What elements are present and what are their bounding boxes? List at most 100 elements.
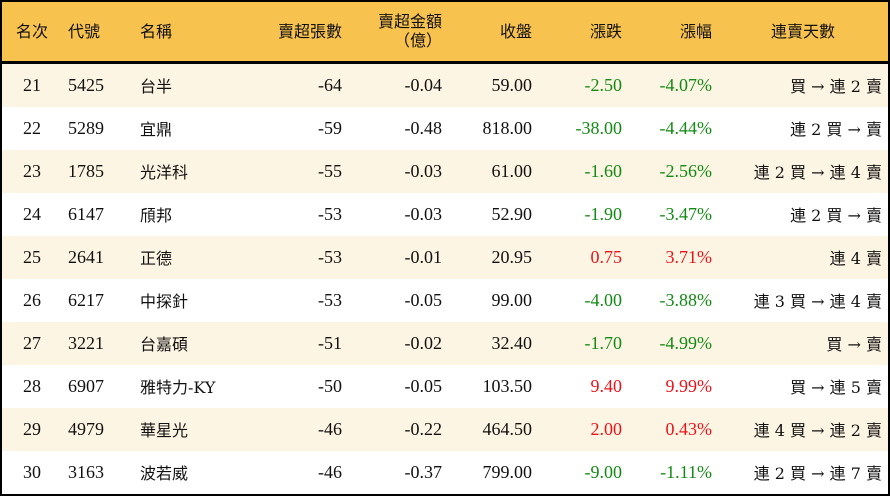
code-cell: 6907 bbox=[68, 375, 104, 396]
code-cell: 6147 bbox=[68, 203, 104, 224]
close-cell: 99.00 bbox=[491, 289, 533, 310]
code-cell: 5289 bbox=[68, 117, 104, 138]
change-cell: -38.00 bbox=[575, 117, 623, 138]
streak-cell: 連 3 買 → 連 4 賣 bbox=[753, 292, 882, 311]
close-cell: 59.00 bbox=[491, 74, 533, 95]
net-sell-amount-cell: -0.03 bbox=[404, 203, 443, 224]
header-code[interactable]: 代號 bbox=[68, 21, 101, 41]
name-cell: 正德 bbox=[140, 249, 173, 268]
change-cell: 0.75 bbox=[590, 246, 623, 267]
streak-cell: 連 2 買 → 賣 bbox=[790, 206, 882, 225]
table-row[interactable]: 24 6147 頎邦 -53 -0.03 52.90 -1.90 -3.47% 連 2 買 → … bbox=[2, 192, 888, 236]
rank-cell: 22 bbox=[23, 117, 41, 138]
header-change-pct[interactable]: 漲幅 bbox=[679, 21, 712, 41]
table-row[interactable]: 27 3221 台嘉碩 -51 -0.02 32.40 -1.70 -4.99% 買 → 賣 bbox=[2, 321, 888, 365]
net-sell-lots-cell: -53 bbox=[318, 289, 342, 310]
net-sell-lots-cell: -59 bbox=[318, 117, 342, 138]
header-change[interactable]: 漲跌 bbox=[589, 21, 622, 41]
rank-cell: 27 bbox=[23, 332, 41, 353]
net-sell-amount-cell: -0.01 bbox=[404, 246, 443, 267]
close-cell: 799.00 bbox=[482, 461, 533, 482]
change-pct-cell: -1.11% bbox=[660, 461, 712, 482]
streak-cell: 買 → 連 2 賣 bbox=[790, 77, 882, 96]
name-cell: 光洋科 bbox=[140, 163, 189, 182]
change-pct-cell: 3.71% bbox=[665, 246, 713, 267]
table-row[interactable]: 28 6907 雅特力-KY -50 -0.05 103.50 9.40 9.99% 買 → 連… bbox=[2, 364, 888, 408]
streak-cell: 連 2 買 → 賣 bbox=[790, 120, 882, 139]
code-cell: 1785 bbox=[68, 160, 104, 181]
streak-cell: 連 4 買 → 連 2 賣 bbox=[753, 421, 882, 440]
table-row[interactable]: 30 3163 波若威 -46 -0.37 799.00 -9.00 -1.11% 連 2 買 … bbox=[2, 450, 888, 494]
header-net-sell-amount-unit: （億） bbox=[393, 31, 442, 51]
change-cell: -4.00 bbox=[584, 289, 623, 310]
code-cell: 4979 bbox=[68, 418, 104, 439]
change-cell: 9.40 bbox=[590, 375, 623, 396]
rank-cell: 26 bbox=[23, 289, 41, 310]
net-sell-amount-cell: -0.05 bbox=[404, 375, 443, 396]
streak-cell: 連 2 買 → 連 4 賣 bbox=[753, 163, 882, 182]
streak-cell: 買 → 賣 bbox=[826, 335, 882, 354]
net-sell-lots-cell: -51 bbox=[318, 332, 342, 353]
net-sell-lots-cell: -46 bbox=[318, 461, 342, 482]
table-row[interactable]: 21 5425 台半 -64 -0.04 59.00 -2.50 -4.07% 買 → 連 2 … bbox=[2, 62, 888, 107]
rank-cell: 28 bbox=[23, 375, 41, 396]
close-cell: 61.00 bbox=[491, 160, 533, 181]
table-row[interactable]: 22 5289 宜鼎 -59 -0.48 818.00 -38.00 -4.44% 連 2 買 … bbox=[2, 106, 888, 150]
net-sell-amount-cell: -0.05 bbox=[404, 289, 443, 310]
code-cell: 2641 bbox=[68, 246, 104, 267]
change-pct-cell: -3.88% bbox=[659, 289, 713, 310]
net-sell-amount-cell: -0.48 bbox=[404, 117, 443, 138]
table-row[interactable]: 29 4979 華星光 -46 -0.22 464.50 2.00 0.43% 連 4 買 → … bbox=[2, 407, 888, 451]
net-sell-lots-cell: -53 bbox=[318, 203, 342, 224]
change-pct-cell: 0.43% bbox=[665, 418, 713, 439]
streak-cell: 連 2 買 → 連 7 賣 bbox=[753, 464, 882, 483]
close-cell: 32.40 bbox=[491, 332, 533, 353]
header-name[interactable]: 名稱 bbox=[140, 21, 173, 41]
table-row[interactable]: 25 2641 正德 -53 -0.01 20.95 0.75 3.71% 連 4 賣 bbox=[2, 235, 888, 279]
name-cell: 頎邦 bbox=[140, 206, 173, 225]
header-net-sell-amount-label: 賣超金額 bbox=[377, 12, 442, 32]
name-cell: 波若威 bbox=[140, 464, 189, 483]
net-sell-amount-cell: -0.02 bbox=[404, 332, 443, 353]
table-header: 名次 代號 名稱 賣超張數 賣超金額 （億） 收盤 漲跌 漲幅 連賣天數 bbox=[2, 2, 888, 62]
name-cell: 台嘉碩 bbox=[140, 335, 189, 354]
rank-cell: 24 bbox=[23, 203, 41, 224]
header-net-sell-amount[interactable]: 賣超金額 （億） bbox=[348, 2, 448, 62]
change-pct-cell: 9.99% bbox=[665, 375, 713, 396]
close-cell: 818.00 bbox=[482, 117, 533, 138]
code-cell: 6217 bbox=[68, 289, 104, 310]
net-sell-lots-cell: -46 bbox=[318, 418, 342, 439]
change-pct-cell: -3.47% bbox=[659, 203, 713, 224]
header-net-sell-lots[interactable]: 賣超張數 bbox=[277, 21, 342, 41]
close-cell: 20.95 bbox=[491, 246, 533, 267]
code-cell: 3163 bbox=[68, 461, 104, 482]
net-sell-lots-cell: -50 bbox=[318, 375, 342, 396]
net-sell-lots-cell: -53 bbox=[318, 246, 342, 267]
close-cell: 52.90 bbox=[491, 203, 533, 224]
change-pct-cell: -4.07% bbox=[659, 74, 713, 95]
close-cell: 103.50 bbox=[482, 375, 533, 396]
streak-cell: 買 → 連 5 賣 bbox=[790, 378, 882, 397]
change-pct-cell: -4.44% bbox=[659, 117, 713, 138]
net-sell-lots-cell: -64 bbox=[318, 74, 342, 95]
rank-cell: 21 bbox=[23, 74, 41, 95]
streak-cell: 連 4 賣 bbox=[829, 249, 882, 268]
header-streak[interactable]: 連賣天數 bbox=[770, 21, 835, 41]
change-cell: -1.60 bbox=[584, 160, 623, 181]
code-cell: 3221 bbox=[68, 332, 104, 353]
net-sell-lots-cell: -55 bbox=[318, 160, 342, 181]
name-cell: 中探針 bbox=[140, 292, 189, 311]
table-row[interactable]: 23 1785 光洋科 -55 -0.03 61.00 -1.60 -2.56% 連 2 買 →… bbox=[2, 149, 888, 193]
name-cell: 華星光 bbox=[140, 421, 189, 440]
net-sell-amount-cell: -0.22 bbox=[404, 418, 443, 439]
change-cell: -1.70 bbox=[584, 332, 623, 353]
name-cell: 台半 bbox=[140, 77, 173, 96]
header-rank[interactable]: 名次 bbox=[15, 21, 48, 41]
change-cell: -9.00 bbox=[584, 461, 623, 482]
net-sell-amount-cell: -0.03 bbox=[404, 160, 443, 181]
rank-cell: 29 bbox=[23, 418, 41, 439]
table-row[interactable]: 26 6217 中探針 -53 -0.05 99.00 -4.00 -3.88% 連 3 買 →… bbox=[2, 278, 888, 322]
header-close[interactable]: 收盤 bbox=[499, 21, 532, 41]
change-pct-cell: -4.99% bbox=[659, 332, 713, 353]
